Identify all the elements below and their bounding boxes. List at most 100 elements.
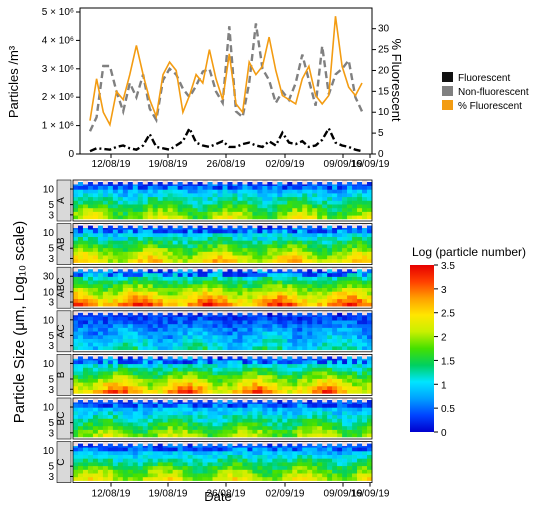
- heatmap-cell: [292, 258, 298, 263]
- heatmap-cell: [212, 382, 218, 387]
- heatmap-cell: [257, 196, 263, 201]
- heatmap-cell: [92, 346, 99, 351]
- heatmap-cell: [187, 346, 193, 351]
- heatmap-cell: [87, 247, 94, 252]
- heatmap-cell: [267, 378, 273, 383]
- heatmap-cell: [177, 327, 183, 332]
- heatmap-cell: [242, 255, 248, 260]
- heatmap-cell: [227, 422, 233, 427]
- heatmap-cell: [187, 233, 193, 237]
- heatmap-cell: [347, 255, 353, 260]
- heatmap-cell: [262, 211, 268, 216]
- heatmap-cell: [217, 338, 223, 343]
- heatmap-cell: [242, 335, 248, 339]
- heatmap-cell: [277, 316, 283, 321]
- heatmap-cell: [317, 196, 323, 201]
- heatmap-cell: [147, 287, 154, 292]
- heatmap-cell: [357, 276, 363, 281]
- heatmap-gap-cell: [192, 267, 198, 272]
- heatmap-cell: [102, 207, 109, 212]
- heatmap-cell: [162, 280, 168, 285]
- heatmap-cell: [222, 316, 228, 321]
- heatmap-cell: [182, 447, 188, 452]
- heatmap-cell: [232, 454, 238, 459]
- heatmap-cell: [107, 247, 114, 252]
- heatmap-cell: [147, 298, 154, 303]
- heatmap-cell: [157, 280, 163, 285]
- heatmap-cell: [152, 207, 159, 212]
- heatmap-cell: [352, 429, 358, 434]
- heatmap-cell: [82, 403, 89, 408]
- heatmap-cell: [247, 476, 253, 481]
- heatmap-cell: [217, 342, 223, 347]
- heatmap-cell: [227, 458, 233, 463]
- heatmap-cell: [142, 284, 149, 288]
- heatmap-cell: [252, 335, 258, 339]
- heatmap-cell: [87, 269, 94, 274]
- heatmap-cell: [282, 251, 288, 256]
- heatmap-cell: [347, 280, 353, 285]
- heatmap-cell: [122, 272, 129, 277]
- heatmap-cell: [237, 272, 243, 277]
- heatmap-cell: [292, 418, 298, 423]
- heatmap-cell: [222, 414, 228, 419]
- heatmap-cell: [362, 367, 368, 372]
- heatmap-cell: [342, 196, 348, 201]
- heatmap-cell: [77, 200, 84, 205]
- heatmap-cell: [87, 429, 94, 434]
- heatmap-cell: [97, 389, 104, 394]
- heatmap-cell: [127, 389, 134, 394]
- heatmap-cell: [302, 338, 308, 343]
- heatmap-cell: [342, 331, 348, 336]
- heatmap-cell: [362, 229, 368, 234]
- heatmap-cell: [247, 389, 253, 394]
- heatmap-cell: [152, 411, 159, 416]
- heatmap-cell: [317, 269, 323, 274]
- heatmap-cell: [92, 374, 99, 379]
- heatmap-cell: [252, 196, 258, 201]
- heatmap-cell: [187, 269, 193, 274]
- heatmap-cell: [202, 476, 208, 481]
- heatmap-cell: [202, 335, 208, 339]
- heatmap-cell: [362, 411, 368, 416]
- heatmap-cell: [327, 371, 333, 376]
- heatmap-cell: [297, 465, 303, 470]
- heatmap-cell: [337, 215, 343, 220]
- heatmap-cell: [237, 342, 243, 347]
- heatmap-cell: [297, 433, 303, 438]
- heatmap-cell: [242, 323, 248, 328]
- heatmap-cell: [337, 378, 343, 383]
- heatmap-cell: [357, 251, 363, 256]
- heatmap-cell: [82, 367, 89, 372]
- heatmap-cell: [207, 454, 213, 459]
- heatmap-cell: [147, 255, 154, 260]
- right-y-tick-label: 10: [378, 107, 390, 118]
- heatmap-cell: [147, 356, 154, 361]
- heatmap-cell: [207, 476, 213, 481]
- heatmap-cell: [352, 338, 358, 343]
- heatmap-cell: [217, 207, 223, 212]
- heatmap-cell: [92, 302, 99, 307]
- heatmap-cell: [272, 429, 278, 434]
- heatmap-cell: [257, 298, 263, 303]
- heatmap-cell: [197, 411, 203, 416]
- heatmap-cell: [262, 295, 268, 300]
- heatmap-cell: [337, 302, 343, 307]
- heatmap-cell: [302, 454, 308, 459]
- heatmap-cell: [292, 425, 298, 430]
- heatmap-cell: [352, 476, 358, 481]
- heatmap-cell: [202, 389, 208, 394]
- heatmap-cell: [337, 451, 343, 455]
- heatmap-cell: [87, 182, 94, 186]
- heatmap-cell: [142, 451, 149, 455]
- heatmap-cell: [272, 244, 278, 249]
- heatmap-cell: [107, 443, 114, 448]
- heatmap-cell: [352, 447, 358, 452]
- heatmap-cell: [287, 429, 293, 434]
- heatmap-gap-cell: [192, 441, 198, 447]
- heatmap-cell: [122, 331, 129, 336]
- heatmap-cell: [82, 338, 89, 343]
- heatmap-cell: [267, 458, 273, 463]
- heatmap-gap-cell: [122, 267, 129, 272]
- heatmap-cell: [82, 247, 89, 252]
